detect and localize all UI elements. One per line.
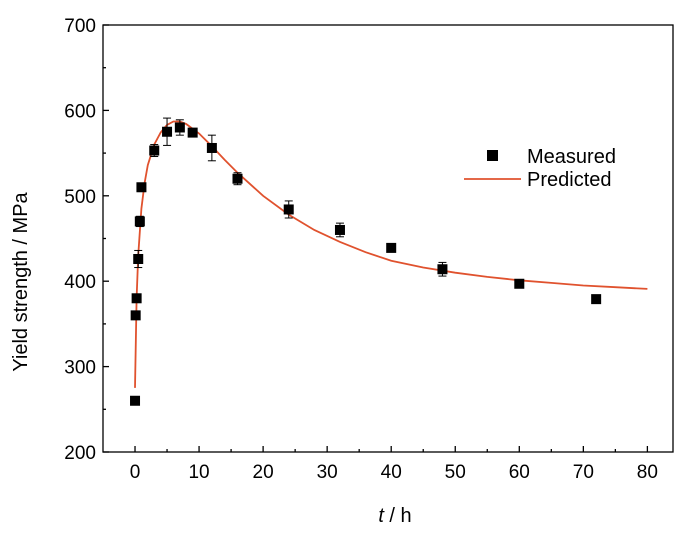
x-tick-label: 0	[130, 462, 141, 483]
measured-point	[206, 134, 217, 162]
y-tick-label: 700	[64, 16, 96, 37]
measured-point	[437, 261, 448, 277]
measured-series	[130, 117, 602, 406]
measured-point	[131, 293, 142, 304]
legend-measured-marker	[487, 150, 498, 161]
x-tick-label: 60	[509, 462, 530, 483]
measured-point	[130, 310, 141, 321]
measured-marker	[206, 142, 217, 153]
legend: Measured Predicted	[464, 146, 616, 191]
measured-point	[134, 215, 145, 228]
x-tick-label: 20	[253, 462, 274, 483]
measured-point	[514, 278, 525, 289]
measured-point	[136, 182, 147, 193]
measured-marker	[591, 294, 602, 305]
measured-marker	[187, 127, 198, 138]
x-axis-label-unit: / h	[384, 505, 412, 527]
measured-marker	[437, 264, 448, 275]
measured-point	[591, 294, 602, 305]
measured-marker	[386, 242, 397, 253]
measured-point	[386, 242, 397, 253]
measured-marker	[134, 216, 145, 227]
x-axis-label-variable: t	[378, 505, 385, 527]
x-tick-label: 30	[317, 462, 338, 483]
measured-marker	[131, 293, 142, 304]
measured-marker	[136, 182, 147, 193]
measured-marker	[334, 224, 345, 235]
measured-point	[232, 172, 243, 186]
measured-point	[133, 249, 144, 269]
measured-point	[162, 117, 173, 146]
plot-frame-box	[102, 24, 674, 453]
y-tick-label: 300	[64, 358, 96, 379]
plot-frame	[102, 24, 674, 453]
measured-marker	[283, 204, 294, 215]
y-tick-label: 500	[64, 187, 96, 208]
y-axis-label: Yield strength / MPa	[10, 191, 32, 371]
measured-marker	[149, 145, 160, 156]
y-tick-label: 400	[64, 272, 96, 293]
legend-measured-label: Measured	[527, 146, 616, 168]
x-tick-label: 70	[573, 462, 594, 483]
measured-marker	[133, 253, 144, 264]
measured-point	[334, 222, 345, 238]
predicted-curve	[134, 120, 648, 388]
legend-predicted-label: Predicted	[527, 169, 612, 191]
x-axis-label: t / h	[378, 505, 411, 527]
measured-marker	[232, 173, 243, 184]
measured-point	[149, 144, 160, 158]
x-tick-label: 40	[381, 462, 402, 483]
measured-marker	[130, 395, 141, 406]
measured-point	[283, 200, 294, 219]
measured-point	[130, 395, 141, 406]
axis-ticks: 0 10 20 30 40 50 60 70 80 200 300 400 500 600 700	[64, 16, 658, 483]
y-tick-label: 200	[64, 443, 96, 464]
measured-marker	[162, 126, 173, 137]
x-tick-label: 10	[188, 462, 209, 483]
x-tick-label: 50	[445, 462, 466, 483]
measured-marker	[174, 122, 185, 133]
measured-point	[174, 119, 185, 136]
y-tick-label: 600	[64, 101, 96, 122]
measured-point	[187, 127, 198, 138]
measured-marker	[130, 310, 141, 321]
predicted-series	[134, 120, 648, 388]
measured-marker	[514, 278, 525, 289]
x-tick-label: 80	[637, 462, 658, 483]
